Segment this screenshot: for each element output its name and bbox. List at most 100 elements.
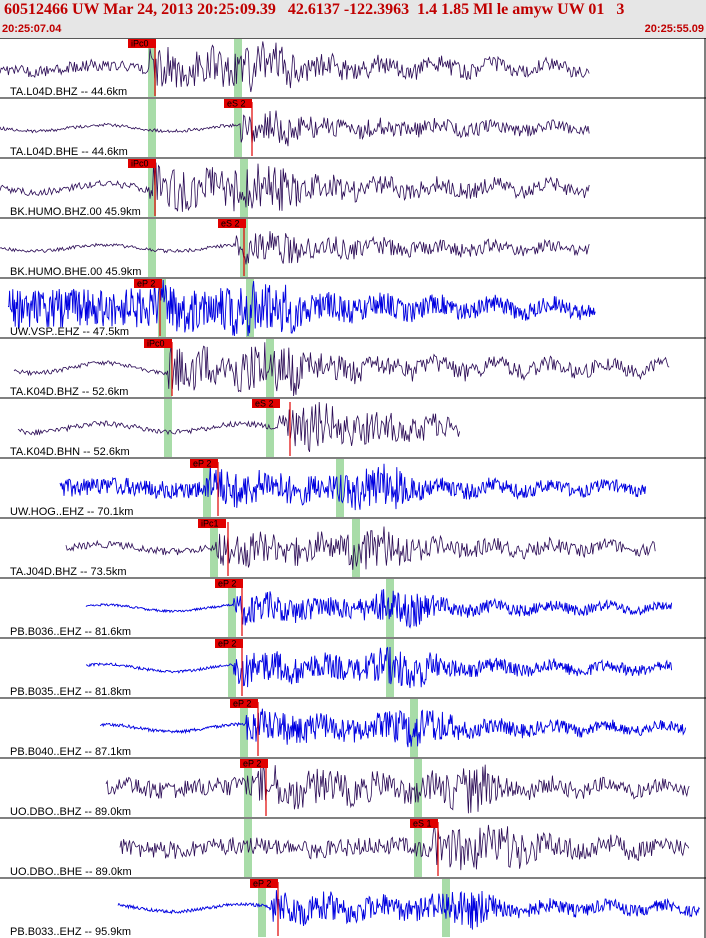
trace-row: eS 2 TA.K04D.BHN -- 52.6km <box>0 397 706 458</box>
event-header: 60512466 UW Mar 24, 2013 20:25:09.39 42.… <box>0 0 706 39</box>
channel-label: TA.J04D.BHZ -- 73.5km <box>10 566 127 578</box>
pick-label[interactable]: iPc0 <box>144 339 172 349</box>
waveform-trace <box>85 646 673 689</box>
p-window-band <box>164 399 172 457</box>
pick-label-box <box>128 159 156 168</box>
channel-label: TA.K04D.BHN -- 52.6km <box>10 446 130 458</box>
pick-label-box <box>144 339 172 348</box>
pick-label-text: iPc1 <box>201 519 219 529</box>
waveform-trace <box>7 279 596 337</box>
seismogram-canvas: iPc0 TA.L04D.BHZ -- 44.6km eS 2 TA.L04D.BHE… <box>0 38 706 938</box>
pick-label[interactable]: eP 2 <box>230 699 258 709</box>
pick-label-text: iPc0 <box>131 159 149 169</box>
pick-label[interactable]: eP 2 <box>215 639 243 649</box>
channel-label: BK.HUMO.BHZ.00 45.9km <box>10 206 141 218</box>
trace-row: iPc0 TA.L04D.BHZ -- 44.6km <box>0 38 706 98</box>
pick-label[interactable]: eP 2 <box>240 759 268 769</box>
s-window-band <box>414 759 422 817</box>
pick-label[interactable]: eP 2 <box>134 279 162 289</box>
p-window-band <box>148 219 156 277</box>
trace-row: eS 2 TA.L04D.BHE -- 44.6km <box>0 97 706 158</box>
s-window-band <box>234 39 242 97</box>
pick-label-box <box>410 819 438 828</box>
trace-row: iPc0 TA.K04D.BHZ -- 52.6km <box>0 337 706 398</box>
trace-row: eP 2 PB.B040..EHZ -- 87.1km <box>0 697 706 758</box>
pick-label-box <box>198 519 226 528</box>
pick-label-box <box>224 99 252 108</box>
start-time: 20:25:07.04 <box>2 23 62 35</box>
p-window-band <box>158 279 166 337</box>
waveform-trace <box>13 342 670 397</box>
pick-label-box <box>240 759 268 768</box>
channel-label: BK.HUMO.BHE.00 45.9km <box>10 266 141 278</box>
p-window-band <box>164 339 172 397</box>
p-window-band <box>148 39 156 97</box>
pick-label[interactable]: eS 1 <box>410 819 438 829</box>
waveform-trace <box>0 110 590 147</box>
pick-label[interactable]: iPc0 <box>128 159 156 169</box>
pick-label-text: eP 2 <box>218 639 236 649</box>
p-window-band <box>228 639 236 697</box>
waveform-trace <box>0 231 590 265</box>
waveform-trace <box>85 589 673 629</box>
pick-label-box <box>128 39 156 48</box>
pick-label-box <box>134 279 162 288</box>
trace-row: eP 2 PB.B033..EHZ -- 95.9km <box>0 877 706 938</box>
waveform-trace <box>65 526 656 570</box>
p-window-band <box>148 159 156 217</box>
waveform-trace <box>99 708 687 748</box>
pick-label-text: eP 2 <box>193 459 211 469</box>
trace-row: eP 2 PB.B036..EHZ -- 81.6km <box>0 577 706 638</box>
p-window-band <box>240 699 248 757</box>
trace-row: eS 1 UO.DBO..BHE -- 89.0km <box>0 817 706 878</box>
pick-label-box <box>215 639 243 648</box>
pick-label[interactable]: iPc1 <box>198 519 226 529</box>
trace-row: iPc0 BK.HUMO.BHZ.00 45.9km <box>0 157 706 218</box>
pick-label-box <box>190 459 218 468</box>
channel-label: TA.L04D.BHE -- 44.6km <box>10 146 128 158</box>
s-window-band <box>386 579 394 637</box>
waveform-trace <box>17 401 460 453</box>
waveform-trace <box>117 890 700 930</box>
trace-row: eP 2 UW.HOG..EHZ -- 70.1km <box>0 457 706 518</box>
p-window-band <box>228 579 236 637</box>
pick-label-text: iPc0 <box>147 339 165 349</box>
pick-label-box <box>230 699 258 708</box>
pick-label-text: eP 2 <box>233 699 251 709</box>
pick-label-text: eP 2 <box>137 279 155 289</box>
s-window-band <box>234 99 242 157</box>
channel-label: PB.B040..EHZ -- 87.1km <box>10 746 131 758</box>
pick-label-text: eS 2 <box>221 219 240 229</box>
pick-label-box <box>215 579 243 588</box>
channel-label: PB.B035..EHZ -- 81.8km <box>10 686 131 698</box>
pick-label-box <box>218 219 246 228</box>
pick-label[interactable]: eS 2 <box>218 219 246 229</box>
waveform-trace <box>105 762 690 814</box>
channel-label: UW.HOG..EHZ -- 70.1km <box>10 506 133 518</box>
pick-label-text: eS 2 <box>227 99 246 109</box>
pick-label[interactable]: eS 2 <box>252 399 280 409</box>
channel-label: PB.B036..EHZ -- 81.6km <box>10 626 131 638</box>
channel-label: UW.VSP..EHZ -- 47.5km <box>10 326 129 338</box>
waveform-trace <box>0 162 590 212</box>
pick-label-text: eP 2 <box>253 879 271 889</box>
p-window-band <box>244 759 252 817</box>
waveform-trace <box>0 41 590 93</box>
p-window-band <box>148 99 156 157</box>
event-title: 60512466 UW Mar 24, 2013 20:25:09.39 42.… <box>4 1 625 18</box>
channel-label: UO.DBO..BHZ -- 89.0km <box>10 806 131 818</box>
waveform-trace <box>59 463 647 511</box>
pick-label[interactable]: eS 2 <box>224 99 252 109</box>
p-window-band <box>210 519 218 577</box>
pick-label-box <box>252 399 280 408</box>
pick-label[interactable]: eP 2 <box>190 459 218 469</box>
s-window-band <box>352 519 360 577</box>
s-window-band <box>386 639 394 697</box>
pick-label[interactable]: iPc0 <box>128 39 156 49</box>
pick-label[interactable]: eP 2 <box>215 579 243 589</box>
p-window-band <box>258 879 266 937</box>
pick-label[interactable]: eP 2 <box>250 879 278 889</box>
channel-label: PB.B033..EHZ -- 95.9km <box>10 926 131 938</box>
s-window-band <box>240 159 248 217</box>
seismogram-panel: iPc0 TA.L04D.BHZ -- 44.6km eS 2 TA.L04D.BHE… <box>0 38 706 938</box>
